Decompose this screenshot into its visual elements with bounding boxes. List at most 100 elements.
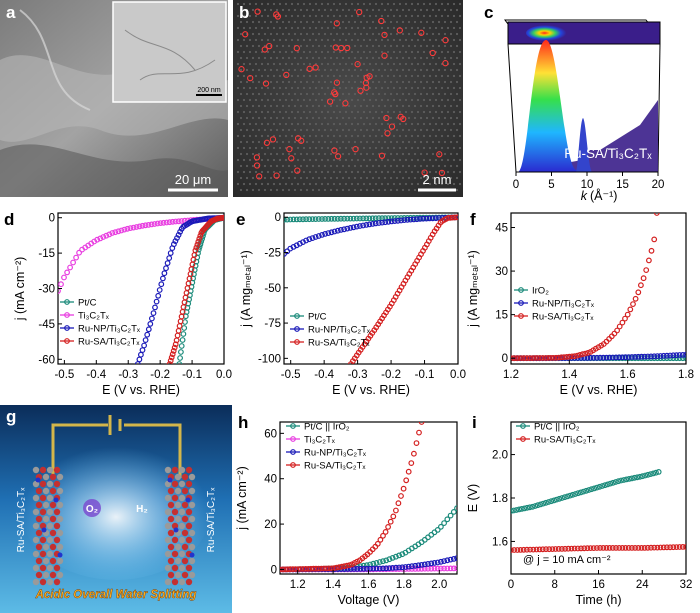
lattice-dot bbox=[398, 110, 402, 114]
y-tick-label: -100 bbox=[258, 353, 281, 365]
lattice-dot bbox=[281, 68, 285, 72]
data-point-pt-c-iro2 bbox=[639, 473, 646, 480]
single-atom-marker bbox=[356, 8, 363, 16]
lattice-dot bbox=[449, 80, 453, 84]
lattice-dot bbox=[359, 32, 363, 36]
data-point-ru-sa-ti3c2tx bbox=[577, 352, 583, 358]
data-point-ru-np-ti3c2tx bbox=[353, 223, 360, 230]
data-point-ti3c2tx bbox=[64, 269, 70, 276]
lattice-dot bbox=[350, 98, 354, 102]
lattice-dot bbox=[389, 164, 393, 168]
lattice-dot bbox=[317, 188, 321, 192]
data-point-ru-np-ti3c2tx bbox=[142, 337, 149, 344]
data-point-ti3c2tx bbox=[124, 225, 131, 232]
lattice-dot bbox=[329, 8, 333, 12]
plot-frame bbox=[510, 212, 687, 365]
lattice-dot bbox=[281, 164, 285, 168]
electrode-atom bbox=[178, 494, 186, 502]
y-tick-label: -45 bbox=[38, 319, 55, 331]
right-electrode-label: Ru-SA/Ti₃C₂Tₓ bbox=[206, 487, 217, 552]
lattice-dot bbox=[239, 128, 243, 132]
legend-swatch-marker bbox=[290, 423, 296, 429]
electrode-atom bbox=[181, 473, 189, 481]
lattice-dot bbox=[347, 68, 351, 72]
electrode-atom bbox=[164, 466, 172, 474]
lattice-dot bbox=[329, 152, 333, 156]
lattice-dot bbox=[404, 2, 408, 6]
lattice-dot bbox=[389, 188, 393, 192]
data-point-ru-np-ti3c2tx bbox=[386, 565, 393, 571]
lattice-dot bbox=[419, 152, 423, 156]
lattice-dot bbox=[320, 182, 324, 186]
lattice-dot bbox=[251, 140, 255, 144]
panel-label-a: a bbox=[6, 3, 16, 22]
data-point-ru-np-ti3c2tx bbox=[676, 352, 683, 358]
haadf-image bbox=[233, 0, 463, 197]
lattice-dot bbox=[437, 20, 441, 24]
lattice-dot bbox=[380, 170, 384, 174]
lattice-dot bbox=[251, 8, 255, 12]
lattice-dot bbox=[260, 98, 264, 102]
single-atom-marker bbox=[261, 46, 268, 53]
lattice-dot bbox=[320, 158, 324, 162]
data-point-pt-c bbox=[328, 215, 335, 222]
lattice-dot bbox=[434, 14, 438, 18]
lattice-dot bbox=[410, 134, 414, 138]
lattice-dot bbox=[242, 122, 246, 126]
lattice-dot bbox=[443, 8, 447, 12]
legend-swatch-marker bbox=[294, 313, 300, 319]
lattice-dot bbox=[338, 38, 342, 42]
lattice-dot bbox=[401, 176, 405, 180]
lattice-dot bbox=[257, 92, 261, 96]
lattice-dot bbox=[359, 104, 363, 108]
lattice-dot bbox=[422, 110, 426, 114]
lattice-dot bbox=[368, 158, 372, 162]
lattice-dot bbox=[413, 140, 417, 144]
lattice-dot bbox=[245, 92, 249, 96]
lattice-dot bbox=[398, 170, 402, 174]
data-point-pt-c-iro2 bbox=[524, 504, 530, 511]
lattice-dot bbox=[341, 140, 345, 144]
lattice-dot bbox=[320, 122, 324, 126]
lattice-dot bbox=[371, 176, 375, 180]
lattice-dot bbox=[281, 140, 285, 144]
lattice-dot bbox=[449, 152, 453, 156]
lattice-dot bbox=[329, 104, 333, 108]
data-point-ru-np-ti3c2tx bbox=[404, 216, 411, 223]
electrode-atom bbox=[32, 536, 40, 544]
lattice-dot bbox=[308, 158, 312, 162]
data-point-pt-c-iro2 bbox=[596, 483, 603, 490]
lattice-dot bbox=[242, 2, 246, 6]
lattice-dot bbox=[293, 68, 297, 72]
legend-item: Ru-SA/Ti₃C₂Tₓ bbox=[308, 338, 370, 349]
data-point-ti3c2tx bbox=[130, 224, 137, 231]
lattice-dot bbox=[269, 68, 273, 72]
h2-label: H₂ bbox=[136, 504, 148, 515]
lattice-dot bbox=[392, 170, 396, 174]
lattice-dot bbox=[437, 44, 441, 48]
lattice-dot bbox=[287, 44, 291, 48]
lattice-dot bbox=[335, 176, 339, 180]
lattice-dot bbox=[419, 20, 423, 24]
data-point-ru-sa-ti3c2tx bbox=[196, 235, 203, 242]
lattice-dot bbox=[365, 116, 369, 120]
data-point-ru-sa-ti3c2tx bbox=[284, 566, 291, 573]
lattice-dot bbox=[434, 110, 438, 114]
lattice-dot bbox=[287, 56, 291, 60]
lattice-dot bbox=[251, 152, 255, 156]
lattice-dot bbox=[308, 122, 312, 126]
lattice-dot bbox=[275, 20, 279, 24]
lattice-dot bbox=[353, 152, 357, 156]
lattice-dot bbox=[293, 188, 297, 192]
lattice-dot bbox=[290, 110, 294, 114]
lattice-dot bbox=[428, 158, 432, 162]
lattice-dot bbox=[398, 2, 402, 6]
lattice-dot bbox=[269, 32, 273, 36]
data-point-ru-sa-ti3c2tx bbox=[546, 546, 553, 553]
data-point-ti3c2tx bbox=[441, 565, 448, 572]
lattice-dot bbox=[431, 176, 435, 180]
lattice-dot bbox=[365, 32, 369, 36]
lattice-dot bbox=[413, 20, 417, 24]
lattice-dot bbox=[404, 182, 408, 186]
lattice-dot bbox=[236, 26, 240, 30]
